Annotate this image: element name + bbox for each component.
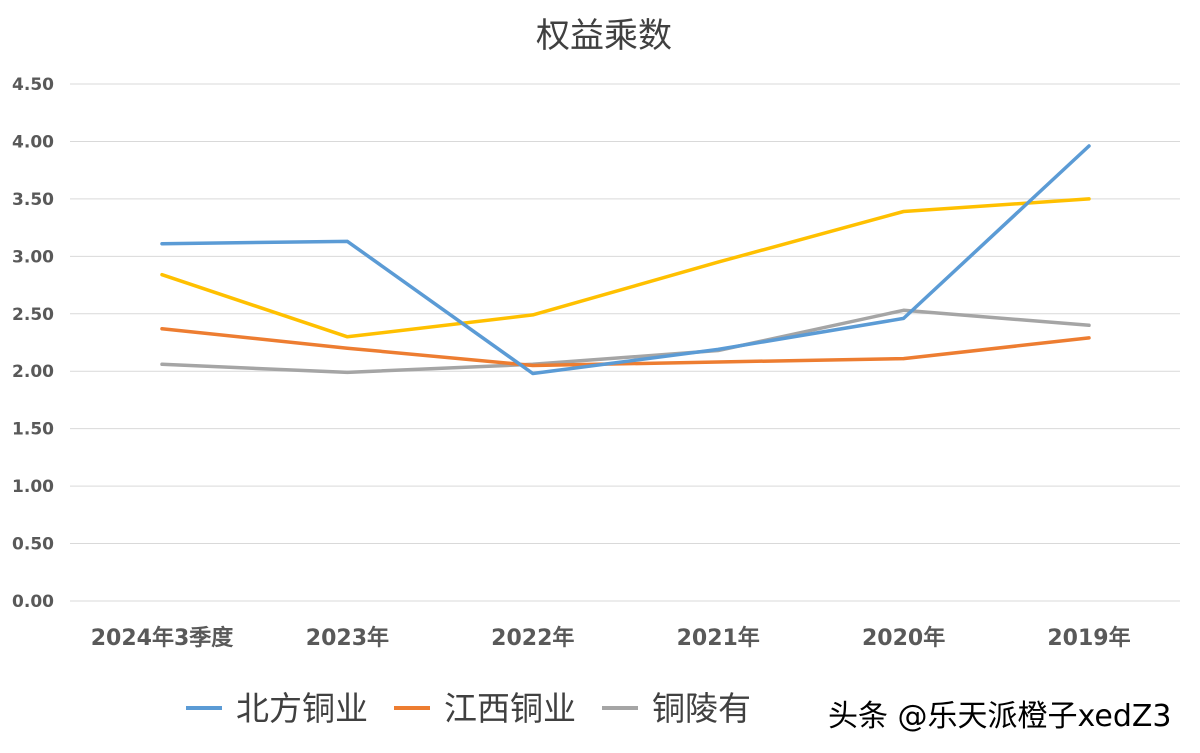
data-point-s1-4 xyxy=(902,357,906,361)
watermark: 头条 @乐天派橙子xedZ3 xyxy=(828,699,1172,734)
y-tick-label: 4.50 xyxy=(12,75,54,95)
y-tick-label: 0.50 xyxy=(12,535,54,555)
series-lines xyxy=(160,144,1091,376)
series-line-1 xyxy=(160,326,1091,368)
series-line-3 xyxy=(160,197,1091,339)
data-point-s1-5 xyxy=(1087,336,1091,340)
legend-label-0: 北方铜业 xyxy=(236,689,368,728)
series-line-0 xyxy=(160,144,1091,376)
data-point-s0-2 xyxy=(531,372,535,376)
x-tick-label: 2019年 xyxy=(1047,625,1130,651)
data-point-s3-3 xyxy=(716,260,720,264)
data-point-s2-5 xyxy=(1087,323,1091,327)
y-tick-label: 3.50 xyxy=(12,190,54,210)
data-point-s1-0 xyxy=(160,327,164,331)
y-tick-label: 3.00 xyxy=(12,247,54,267)
series-line-2 xyxy=(160,308,1091,375)
chart-title: 权益乘数 xyxy=(536,16,672,56)
x-tick-label: 2022年 xyxy=(491,625,574,651)
data-point-s2-1 xyxy=(345,370,349,374)
data-point-s2-0 xyxy=(160,362,164,366)
data-point-s2-4 xyxy=(902,308,906,312)
legend: 北方铜业 江西铜业 铜陵有 xyxy=(186,689,751,728)
data-point-s0-4 xyxy=(902,316,906,320)
x-tick-label: 2020年 xyxy=(862,625,945,651)
gridlines xyxy=(70,83,1180,602)
data-point-s3-0 xyxy=(160,273,164,277)
data-point-s1-1 xyxy=(345,346,349,350)
data-point-s0-5 xyxy=(1087,144,1091,148)
y-tick-label: 2.50 xyxy=(12,305,54,325)
data-point-s3-5 xyxy=(1087,197,1091,201)
data-point-s1-2 xyxy=(531,363,535,367)
x-tick-label: 2024年3季度 xyxy=(91,625,235,651)
data-point-s3-1 xyxy=(345,335,349,339)
data-point-s3-4 xyxy=(902,210,906,214)
y-tick-label: 0.00 xyxy=(12,592,54,612)
y-axis-ticks: 0.00 0.50 1.00 1.50 2.00 2.50 3.00 3.50 4.00 4.50 xyxy=(12,75,54,612)
data-point-s0-0 xyxy=(160,242,164,246)
legend-label-1: 江西铜业 xyxy=(444,689,576,728)
y-tick-label: 1.00 xyxy=(12,477,54,497)
data-point-s0-1 xyxy=(345,239,349,243)
y-tick-label: 4.00 xyxy=(12,132,54,152)
x-tick-label: 2023年 xyxy=(306,625,389,651)
data-point-s1-3 xyxy=(716,360,720,364)
y-tick-label: 1.50 xyxy=(12,420,54,440)
data-point-s0-3 xyxy=(716,347,720,351)
data-point-s3-2 xyxy=(531,313,535,317)
x-axis-ticks: 2024年3季度 2023年 2022年 2021年 2020年 2019年 xyxy=(91,625,1131,651)
legend-label-2: 铜陵有 xyxy=(652,689,751,728)
x-tick-label: 2021年 xyxy=(677,625,760,651)
y-tick-label: 2.00 xyxy=(12,362,54,382)
